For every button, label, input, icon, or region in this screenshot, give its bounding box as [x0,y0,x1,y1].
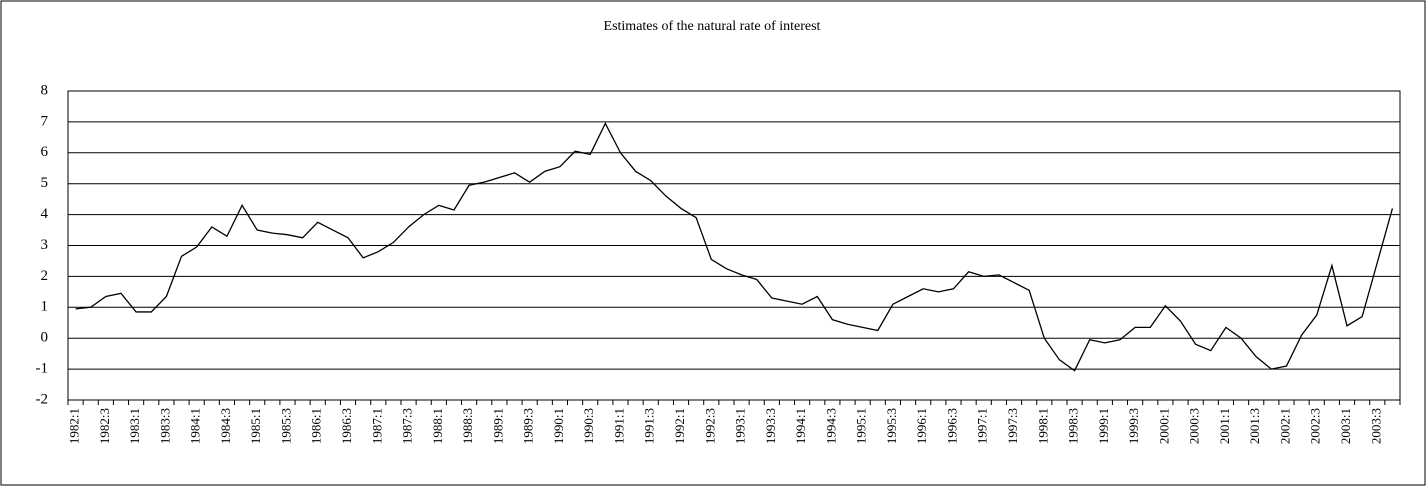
x-tick-label: 1988:1 [430,408,445,444]
x-tick-label: 1989:1 [490,408,505,444]
x-tick-label: 1987:3 [400,408,415,444]
x-tick-label: 1989:3 [521,408,536,444]
x-tick-label: 1982:1 [67,408,82,444]
x-tick-label: 1997:1 [975,408,990,444]
y-tick-label: 0 [41,330,49,346]
y-tick-label: 7 [41,113,49,129]
x-tick-label: 1991:3 [642,408,657,444]
x-tick-label: 1993:1 [733,408,748,444]
x-tick-label: 1990:1 [551,408,566,444]
y-tick-label: 2 [41,268,49,284]
x-tick-label: 1994:3 [823,408,838,444]
x-tick-label: 1999:3 [1126,408,1141,444]
x-tick-label: 1985:1 [248,408,263,444]
y-tick-label: -1 [36,361,49,377]
x-tick-label: 2003:1 [1338,408,1353,444]
x-tick-label: 1982:3 [97,408,112,444]
x-tick-label: 1998:1 [1035,408,1050,444]
x-tick-label: 1991:1 [611,408,626,444]
x-tick-label: 1992:1 [672,408,687,444]
x-tick-label: 1983:3 [157,408,172,444]
x-tick-label: 1993:3 [763,408,778,444]
y-tick-label: 8 [41,82,49,98]
x-tick-label: 1984:1 [188,408,203,444]
x-tick-label: 1994:1 [793,408,808,444]
x-tick-label: 1996:3 [944,408,959,444]
y-tick-label: 4 [41,206,49,222]
x-tick-label: 1988:3 [460,408,475,444]
x-tick-label: 1997:3 [1005,408,1020,444]
y-tick-label: 6 [41,144,49,160]
x-tick-label: 2002:1 [1277,408,1292,444]
x-tick-label: 2003:3 [1368,408,1383,444]
x-tick-label: 1986:1 [309,408,324,444]
x-tick-label: 1995:1 [854,408,869,444]
x-tick-label: 1985:3 [278,408,293,444]
x-tick-label: 1986:3 [339,408,354,444]
x-tick-label: 1984:3 [218,408,233,444]
y-tick-label: -2 [36,391,49,407]
y-tick-label: 5 [41,175,49,191]
x-tick-label: 2000:3 [1187,408,1202,444]
y-tick-label: 1 [41,299,49,315]
x-tick-label: 1992:3 [702,408,717,444]
y-tick-label: 3 [41,237,49,253]
x-tick-label: 1998:3 [1066,408,1081,444]
x-tick-label: 1995:3 [884,408,899,444]
x-tick-label: 1983:1 [127,408,142,444]
x-tick-label: 1999:1 [1096,408,1111,444]
x-tick-label: 2001:1 [1217,408,1232,444]
chart-title: Estimates of the natural rate of interes… [604,19,821,34]
x-tick-label: 1996:1 [914,408,929,444]
line-series [75,122,1394,372]
x-tick-label: 2002:3 [1308,408,1323,444]
x-tick-label: 1990:3 [581,408,596,444]
x-tick-label: 2001:3 [1247,408,1262,444]
x-tick-label: 1987:1 [369,408,384,444]
x-tick-label: 2000:1 [1156,408,1171,444]
